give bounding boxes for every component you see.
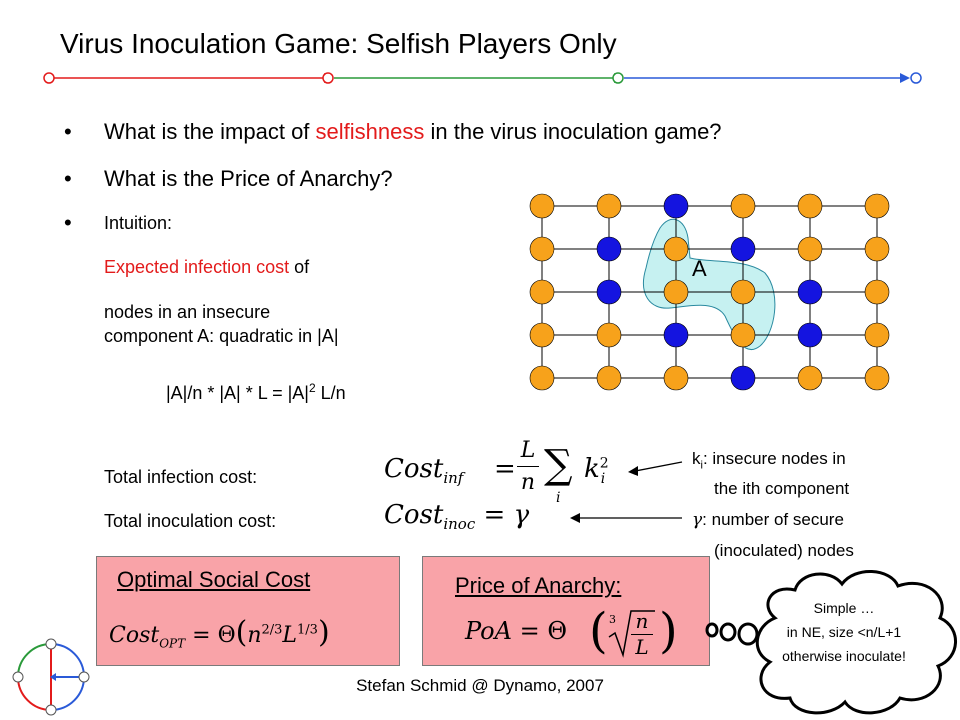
- secure-node: [797, 322, 823, 348]
- secure-node: [730, 236, 756, 262]
- secure-node: [596, 279, 622, 305]
- annotation-gamma-line2: (inoculated) nodes: [714, 541, 854, 560]
- infection-cost-formula: Costinf = L n ∑ i k2i: [384, 438, 609, 506]
- insecure-node: [864, 279, 890, 305]
- secure-node: [730, 365, 756, 391]
- dynamo-logo: [12, 638, 90, 716]
- insecure-node: [663, 365, 689, 391]
- thought-cloud: [705, 570, 957, 715]
- intuition-line-3: component A: quadratic in |A|: [104, 326, 339, 346]
- annotation-k-i-line2: the ith component: [714, 479, 850, 498]
- bullet-intuition: • Intuition:: [64, 210, 173, 235]
- insecure-node: [864, 322, 890, 348]
- insecure-node: [730, 193, 756, 219]
- title-underline-decoration: [43, 72, 922, 84]
- cloud-line-2: in NE, size <n/L+1: [786, 624, 902, 640]
- insecure-node: [663, 279, 689, 305]
- bullet-selfishness: • What is the impact of selfishness in th…: [64, 119, 722, 144]
- secure-node: [663, 193, 689, 219]
- inoculation-cost-formula: Costinoc = γ: [384, 500, 530, 534]
- inoculation-cost-label: Total inoculation cost:: [104, 511, 277, 531]
- infection-cost-label: Total infection cost:: [104, 467, 258, 487]
- insecure-node: [864, 236, 890, 262]
- grid-graph: A: [529, 193, 890, 391]
- insecure-node: [596, 193, 622, 219]
- optimal-social-cost-box: Optimal Social Cost CostOPT = Θ(n2/3L1/3…: [96, 556, 400, 666]
- insecure-node: [797, 193, 823, 219]
- intuition-line-1: Expected infection cost of: [104, 257, 310, 277]
- insecure-node: [797, 365, 823, 391]
- optimal-social-cost-title: Optimal Social Cost: [117, 567, 311, 592]
- selfishness-highlight: selfishness: [315, 119, 425, 144]
- insecure-node: [730, 279, 756, 305]
- cloud-line-1: Simple …: [813, 600, 875, 616]
- annotation-k-i: ki: insecure nodes in: [692, 449, 846, 472]
- insecure-node: [864, 365, 890, 391]
- cloud-line-3: otherwise inoculate!: [782, 648, 906, 664]
- insecure-node: [596, 322, 622, 348]
- cloud-text: Simple … in NE, size <n/L+1 otherwise in…: [746, 596, 942, 668]
- intuition-formula: |A|/n * |A| * L = |A|2 L/n: [166, 381, 346, 403]
- price-of-anarchy-title: Price of Anarchy:: [455, 573, 622, 598]
- component-label: A: [692, 256, 707, 281]
- insecure-node: [596, 365, 622, 391]
- component-region: [642, 218, 776, 351]
- insecure-node: [529, 193, 555, 219]
- insecure-node: [864, 193, 890, 219]
- secure-node: [663, 322, 689, 348]
- secure-node: [596, 236, 622, 262]
- annotation-arrows: [570, 461, 683, 523]
- radical-sign: [608, 610, 655, 658]
- optimal-cost-formula: CostOPT = Θ(n2/3L1/3): [109, 615, 330, 651]
- price-of-anarchy-box: Price of Anarchy: PoA = Θ ( 3 n L ): [422, 556, 710, 666]
- footer: Stefan Schmid @ Dynamo, 2007: [356, 676, 604, 695]
- insecure-node: [529, 236, 555, 262]
- insecure-node: [730, 322, 756, 348]
- insecure-node: [529, 279, 555, 305]
- poa-formula: PoA = Θ ( 3 n L ): [465, 603, 678, 659]
- intuition-line-2: nodes in an insecure: [104, 302, 271, 322]
- secure-node: [797, 279, 823, 305]
- insecure-node: [529, 365, 555, 391]
- insecure-node: [797, 236, 823, 262]
- page-title: Virus Inoculation Game: Selfish Players …: [60, 28, 617, 59]
- annotation-gamma: γ: number of secure: [692, 510, 844, 530]
- bullet-price-of-anarchy: • What is the Price of Anarchy?: [64, 166, 393, 191]
- insecure-node: [663, 236, 689, 262]
- insecure-node: [529, 322, 555, 348]
